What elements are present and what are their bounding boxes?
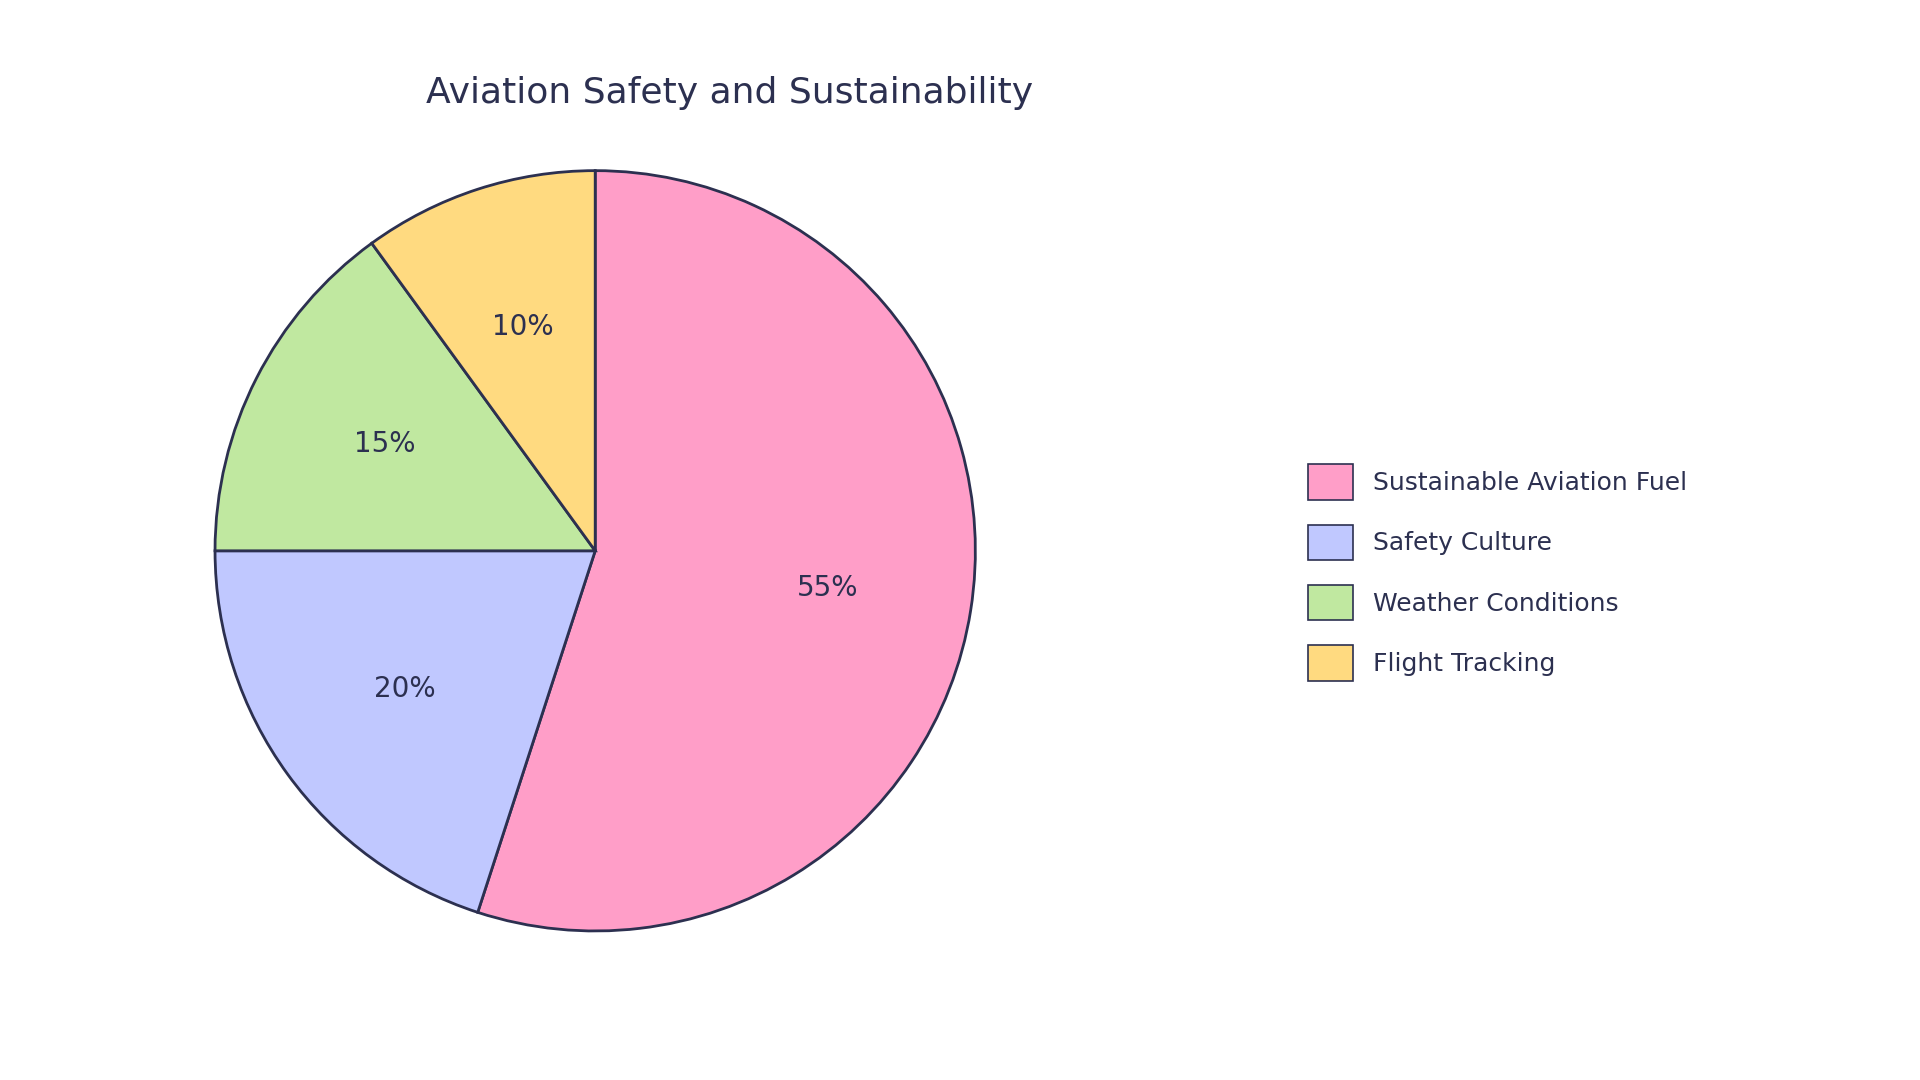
Wedge shape [215,551,595,913]
Text: 20%: 20% [374,675,436,703]
Wedge shape [215,243,595,551]
Legend: Sustainable Aviation Fuel, Safety Culture, Weather Conditions, Flight Tracking: Sustainable Aviation Fuel, Safety Cultur… [1283,440,1713,705]
Text: 10%: 10% [492,312,553,340]
Text: 55%: 55% [797,573,858,602]
Wedge shape [478,171,975,931]
Text: Aviation Safety and Sustainability: Aviation Safety and Sustainability [426,76,1033,109]
Wedge shape [372,171,595,551]
Text: 15%: 15% [355,430,417,458]
